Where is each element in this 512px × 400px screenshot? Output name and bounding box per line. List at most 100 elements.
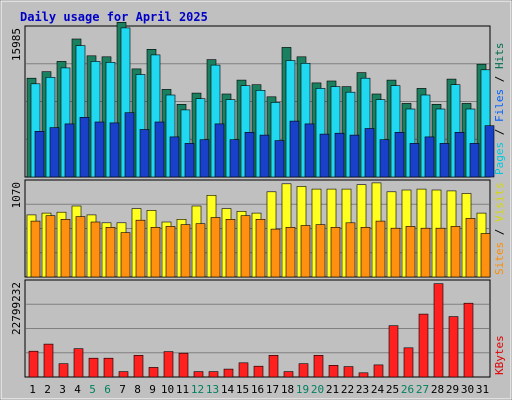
bar-pages-day-10 xyxy=(169,136,180,178)
chart-panels: 15985 Pages / Files / Hits 1070 Sites / Vis… xyxy=(10,21,506,378)
bar-sites-day-16 xyxy=(255,219,266,278)
panel-kbytes: 22799232 KBytes xyxy=(10,279,506,378)
bar-kbytes-day-7 xyxy=(118,371,129,378)
bar-pages-day-18 xyxy=(289,120,300,178)
bar-kbytes-day-12 xyxy=(193,371,204,378)
bar-pages-day-22 xyxy=(349,134,360,178)
x-tick-label-day-22: 22 xyxy=(341,383,354,396)
bar-sites-day-25 xyxy=(390,227,401,278)
x-tick-label-day-5: 5 xyxy=(89,383,96,396)
panel-requests: 15985 Pages / Files / Hits xyxy=(10,21,506,178)
bar-sites-day-18 xyxy=(285,227,296,278)
bar-pages-day-4 xyxy=(79,117,90,178)
x-tick-label-day-2: 2 xyxy=(44,383,51,396)
panel-kbytes-max-label: 22799232 xyxy=(10,282,23,335)
x-tick-label-day-30: 30 xyxy=(461,383,474,396)
x-tick-label-day-3: 3 xyxy=(59,383,66,396)
bar-kbytes-day-3 xyxy=(58,363,69,378)
bar-pages-day-12 xyxy=(199,139,210,178)
bar-kbytes-day-11 xyxy=(178,352,189,378)
bar-pages-day-31 xyxy=(484,125,495,178)
bar-kbytes-day-18 xyxy=(283,371,294,378)
bar-sites-day-15 xyxy=(240,215,251,278)
bar-pages-day-13 xyxy=(214,123,225,178)
bar-sites-day-17 xyxy=(270,228,281,278)
bar-sites-day-4 xyxy=(75,216,86,278)
x-tick-label-day-15: 15 xyxy=(236,383,249,396)
x-tick-label-day-21: 21 xyxy=(326,383,339,396)
bar-sites-day-1 xyxy=(30,220,41,278)
bar-kbytes-day-10 xyxy=(163,351,174,378)
bar-pages-day-29 xyxy=(454,132,465,178)
bar-pages-day-9 xyxy=(154,121,165,178)
x-tick-label-day-19: 19 xyxy=(296,383,309,396)
legend-entry: Sites xyxy=(493,242,506,275)
x-tick-label-day-13: 13 xyxy=(206,383,219,396)
x-tick-label-day-11: 11 xyxy=(176,383,189,396)
x-tick-label-day-18: 18 xyxy=(281,383,294,396)
bar-sites-day-19 xyxy=(300,225,311,278)
legend-entry: KBytes xyxy=(493,335,506,375)
bar-sites-day-26 xyxy=(405,226,416,278)
bar-kbytes-day-2 xyxy=(43,343,54,378)
bar-sites-day-13 xyxy=(210,217,221,278)
bar-pages-day-24 xyxy=(379,139,390,178)
x-tick-label-day-24: 24 xyxy=(371,383,385,396)
bar-kbytes-day-15 xyxy=(238,362,249,378)
bar-pages-day-3 xyxy=(64,123,75,178)
legend-separator: / xyxy=(493,69,506,89)
panel-visits-legend: Sites / Visits xyxy=(493,182,506,275)
bar-sites-day-21 xyxy=(330,227,341,278)
bar-pages-day-8 xyxy=(139,129,150,178)
legend-entry: Files xyxy=(493,89,506,122)
x-tick-label-day-6: 6 xyxy=(104,383,111,396)
bar-pages-day-15 xyxy=(244,132,255,178)
bar-kbytes-day-22 xyxy=(343,366,354,378)
panel-visits-max-label: 1070 xyxy=(10,182,23,209)
bar-kbytes-day-28 xyxy=(433,283,444,378)
bar-sites-day-23 xyxy=(360,227,371,278)
bar-pages-day-2 xyxy=(49,127,60,178)
bar-sites-day-9 xyxy=(150,227,161,278)
legend-separator: / xyxy=(493,222,506,242)
bar-kbytes-day-24 xyxy=(373,364,384,378)
bar-pages-day-23 xyxy=(364,128,375,178)
legend-entry: Pages xyxy=(493,142,506,175)
x-tick-label-day-17: 17 xyxy=(266,383,279,396)
x-tick-label-day-25: 25 xyxy=(386,383,399,396)
x-tick-label-day-9: 9 xyxy=(149,383,156,396)
bar-kbytes-day-23 xyxy=(358,372,369,378)
x-tick-label-day-12: 12 xyxy=(191,383,204,396)
bar-kbytes-day-8 xyxy=(133,354,144,378)
bar-pages-day-5 xyxy=(94,121,105,178)
bar-pages-day-20 xyxy=(319,133,330,178)
legend-separator: / xyxy=(493,122,506,142)
panel-visits: 1070 Sites / Visits xyxy=(10,179,506,278)
bar-sites-day-10 xyxy=(165,226,176,278)
x-tick-label-day-26: 26 xyxy=(401,383,414,396)
bar-sites-day-14 xyxy=(225,219,236,278)
bar-pages-day-28 xyxy=(439,143,450,178)
panel-requests-legend: Pages / Files / Hits xyxy=(493,43,506,176)
bar-sites-day-30 xyxy=(465,218,476,278)
bar-sites-day-31 xyxy=(480,233,491,278)
bar-sites-day-24 xyxy=(375,220,386,278)
bar-kbytes-day-30 xyxy=(463,302,474,378)
bar-sites-day-29 xyxy=(450,226,461,278)
chart-title: Daily usage for April 2025 xyxy=(20,10,208,24)
bar-kbytes-day-21 xyxy=(328,364,339,378)
x-axis-labels: 1 2 3 4 5 6 7 8 9 10 11 12 13 14 15 16 17 18 19 20 21 22 23 24 2… xyxy=(29,383,489,396)
bar-kbytes-day-25 xyxy=(388,325,399,378)
bar-kbytes-day-19 xyxy=(298,363,309,378)
bar-pages-day-27 xyxy=(424,136,435,178)
legend-entry: Hits xyxy=(493,43,506,70)
bar-pages-day-17 xyxy=(274,140,285,178)
x-tick-label-day-4: 4 xyxy=(74,383,81,396)
bar-sites-day-6 xyxy=(105,227,116,278)
x-tick-label-day-1: 1 xyxy=(29,383,36,396)
bar-pages-day-30 xyxy=(469,143,480,178)
bar-kbytes-day-4 xyxy=(73,348,84,378)
bar-sites-day-28 xyxy=(435,227,446,278)
bar-sites-day-20 xyxy=(315,224,326,278)
bar-sites-day-5 xyxy=(90,221,101,278)
